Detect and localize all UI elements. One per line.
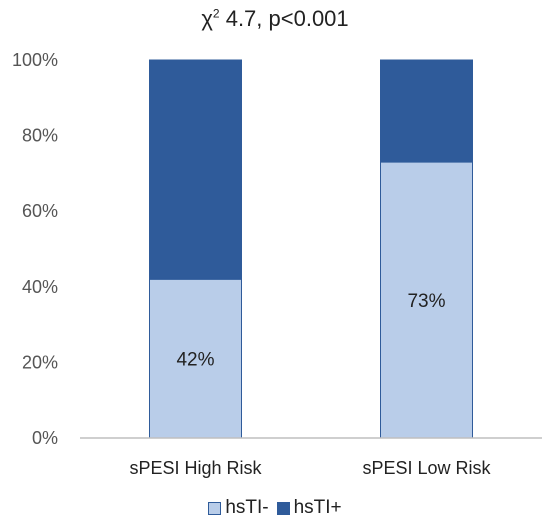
legend: hsTI- hsTI+ (0, 497, 550, 519)
legend-item-hsti-plus: hsTI+ (276, 497, 342, 519)
bar-segment-hsti-minus (149, 278, 242, 439)
bar-segment-hsti-plus (380, 59, 473, 163)
x-tick-label: sPESI High Risk (129, 458, 262, 478)
chi-superscript: 2 (212, 6, 220, 21)
legend-label-hsti-plus: hsTI+ (293, 497, 342, 518)
legend-swatch-hsti-minus (208, 501, 222, 515)
y-tick-label: 100% (12, 50, 58, 70)
y-tick-label: 80% (22, 126, 58, 146)
title-text: 4.7, p<0.001 (219, 6, 349, 31)
bar-segment-hsti-minus (380, 161, 473, 439)
legend-item-hsti-minus: hsTI- (208, 497, 269, 519)
legend-swatch-hsti-plus (276, 501, 290, 515)
chi-symbol: χ (201, 6, 213, 31)
y-tick-label: 40% (22, 277, 58, 297)
legend-label-hsti-minus: hsTI- (225, 497, 269, 518)
chart-title: χ2 4.7, p<0.001 (0, 6, 550, 32)
bar-segment-hsti-plus (149, 59, 242, 280)
data-label: 73% (407, 291, 445, 312)
x-tick-label: sPESI Low Risk (362, 458, 491, 478)
y-tick-label: 20% (22, 352, 58, 372)
data-label: 42% (176, 350, 214, 371)
y-tick-label: 60% (22, 201, 58, 221)
y-tick-label: 0% (32, 428, 58, 448)
